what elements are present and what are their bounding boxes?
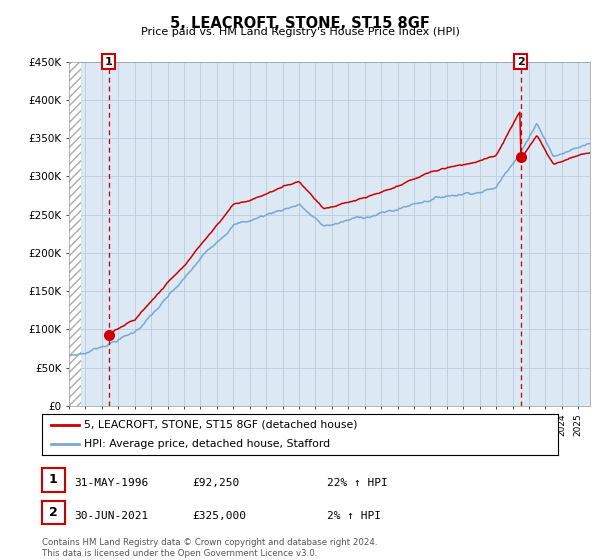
Text: 1: 1 [49, 473, 58, 487]
Text: £325,000: £325,000 [192, 511, 246, 521]
Text: Contains HM Land Registry data © Crown copyright and database right 2024.
This d: Contains HM Land Registry data © Crown c… [42, 538, 377, 558]
Text: 2: 2 [517, 57, 524, 67]
Text: 2: 2 [49, 506, 58, 519]
Text: 5, LEACROFT, STONE, ST15 8GF (detached house): 5, LEACROFT, STONE, ST15 8GF (detached h… [85, 420, 358, 430]
Text: Price paid vs. HM Land Registry's House Price Index (HPI): Price paid vs. HM Land Registry's House … [140, 27, 460, 37]
Text: HPI: Average price, detached house, Stafford: HPI: Average price, detached house, Staf… [85, 439, 331, 449]
Text: £92,250: £92,250 [192, 478, 239, 488]
Text: 2% ↑ HPI: 2% ↑ HPI [327, 511, 381, 521]
Text: 31-MAY-1996: 31-MAY-1996 [74, 478, 149, 488]
Text: 22% ↑ HPI: 22% ↑ HPI [327, 478, 388, 488]
Text: 30-JUN-2021: 30-JUN-2021 [74, 511, 149, 521]
Text: 1: 1 [105, 57, 113, 67]
Text: 5, LEACROFT, STONE, ST15 8GF: 5, LEACROFT, STONE, ST15 8GF [170, 16, 430, 31]
